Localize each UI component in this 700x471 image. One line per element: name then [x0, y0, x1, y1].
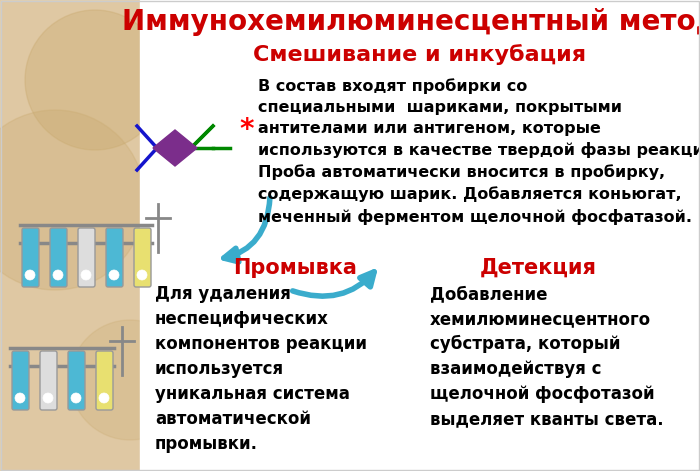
Circle shape: [137, 270, 147, 280]
FancyBboxPatch shape: [96, 351, 113, 410]
FancyBboxPatch shape: [136, 254, 149, 283]
FancyBboxPatch shape: [98, 377, 111, 406]
Circle shape: [81, 270, 91, 280]
Circle shape: [109, 270, 119, 280]
Circle shape: [71, 393, 81, 403]
FancyBboxPatch shape: [50, 228, 67, 287]
Circle shape: [99, 393, 109, 403]
Text: Смешивание и инкубация: Смешивание и инкубация: [253, 45, 587, 65]
Circle shape: [70, 320, 190, 440]
Circle shape: [15, 393, 25, 403]
FancyBboxPatch shape: [12, 351, 29, 410]
FancyBboxPatch shape: [108, 254, 121, 283]
FancyBboxPatch shape: [106, 228, 123, 287]
FancyBboxPatch shape: [134, 228, 151, 287]
FancyBboxPatch shape: [80, 254, 93, 283]
Bar: [140, 0, 700, 471]
Bar: [0, 0, 195, 471]
FancyBboxPatch shape: [14, 377, 27, 406]
FancyBboxPatch shape: [52, 254, 65, 283]
Text: *: *: [239, 116, 254, 144]
FancyBboxPatch shape: [22, 228, 39, 287]
FancyBboxPatch shape: [68, 351, 85, 410]
FancyBboxPatch shape: [42, 377, 55, 406]
Circle shape: [25, 270, 35, 280]
Text: Добавление
хемилюминесцентного
субстрата, который
взаимодействуя с
щелочной фосф: Добавление хемилюминесцентного субстрата…: [430, 285, 664, 428]
Text: Детекция: Детекция: [480, 258, 597, 278]
FancyArrowPatch shape: [293, 272, 374, 296]
Polygon shape: [153, 130, 197, 166]
Text: Промывка: Промывка: [233, 258, 357, 278]
FancyBboxPatch shape: [40, 351, 57, 410]
Circle shape: [0, 110, 145, 290]
FancyBboxPatch shape: [70, 377, 83, 406]
Circle shape: [53, 270, 63, 280]
FancyBboxPatch shape: [78, 228, 95, 287]
Text: Для удаления
неспецифических
компонентов реакции
используется
уникальная система: Для удаления неспецифических компонентов…: [155, 285, 367, 453]
Circle shape: [43, 393, 53, 403]
Circle shape: [25, 10, 165, 150]
Text: В состав входят пробирки со
специальными  шариками, покрытыми
антителами или ант: В состав входят пробирки со специальными…: [258, 78, 700, 225]
FancyArrowPatch shape: [224, 198, 270, 262]
FancyBboxPatch shape: [24, 254, 37, 283]
Text: Иммунохемилюминесцентный метод: Иммунохемилюминесцентный метод: [122, 8, 700, 36]
